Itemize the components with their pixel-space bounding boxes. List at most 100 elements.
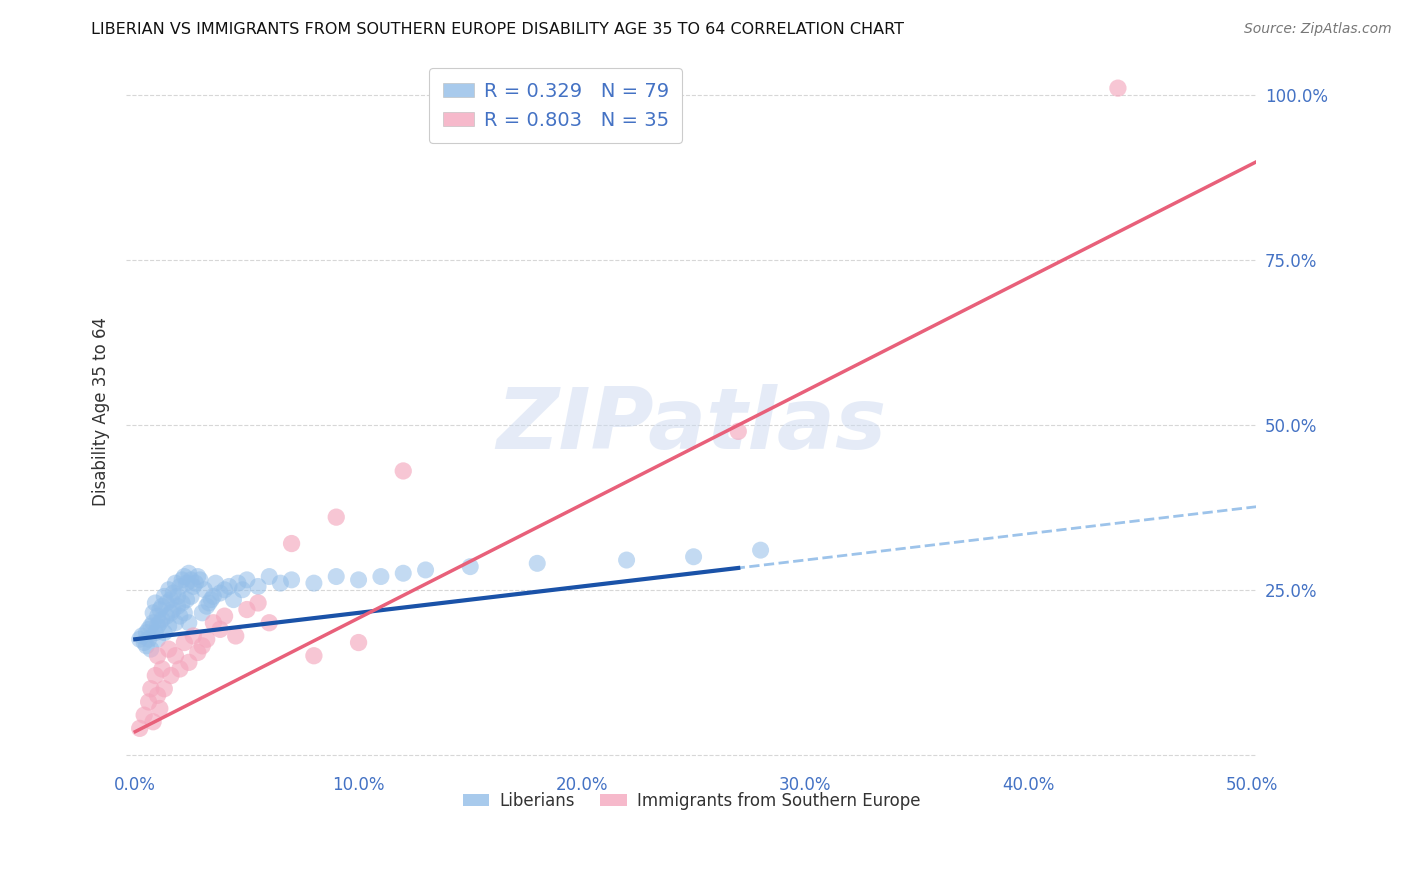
Point (749, 543, 772, 558)
Point (162, 586, 184, 600)
Point (155, 609, 177, 624)
Point (257, 615, 280, 630)
Point (169, 579, 191, 593)
Point (209, 586, 232, 600)
Point (214, 609, 236, 624)
Point (218, 579, 240, 593)
Point (193, 582, 215, 597)
Text: LIBERIAN VS IMMIGRANTS FROM SOUTHERN EUROPE DISABILITY AGE 35 TO 64 CORRELATION : LIBERIAN VS IMMIGRANTS FROM SOUTHERN EUR… (91, 22, 904, 37)
Point (128, 632, 150, 647)
Point (347, 635, 370, 649)
Point (172, 596, 194, 610)
Point (1107, 81, 1129, 95)
Point (195, 632, 218, 647)
Point (146, 609, 169, 624)
Point (153, 681, 176, 696)
Point (143, 668, 166, 682)
Point (202, 590, 225, 604)
Point (157, 582, 180, 597)
Point (149, 615, 172, 630)
Point (150, 662, 173, 676)
Point (146, 632, 169, 647)
Point (135, 639, 157, 653)
Point (180, 590, 202, 604)
Point (150, 612, 173, 626)
Point (134, 708, 156, 723)
Point (143, 625, 166, 640)
Point (526, 557, 548, 571)
Point (195, 599, 218, 614)
Point (247, 596, 270, 610)
Point (142, 714, 165, 729)
Point (157, 642, 180, 657)
Y-axis label: Disability Age 35 to 64: Disability Age 35 to 64 (93, 317, 110, 506)
Point (236, 573, 259, 587)
Point (165, 648, 187, 663)
Point (415, 563, 437, 577)
Point (225, 629, 247, 643)
Point (146, 648, 169, 663)
Point (181, 629, 204, 643)
Text: Source: ZipAtlas.com: Source: ZipAtlas.com (1244, 22, 1392, 37)
Point (392, 464, 415, 478)
Point (200, 592, 222, 607)
Point (149, 701, 172, 715)
Point (135, 625, 157, 640)
Point (176, 592, 198, 607)
Point (139, 681, 162, 696)
Point (257, 569, 280, 583)
Point (142, 606, 165, 620)
Point (181, 579, 204, 593)
Point (231, 582, 253, 597)
Point (149, 602, 172, 616)
Point (142, 615, 165, 630)
Point (146, 689, 169, 703)
Point (173, 635, 195, 649)
Point (139, 619, 162, 633)
Point (177, 615, 200, 630)
Point (177, 566, 200, 581)
Point (184, 576, 207, 591)
Point (222, 592, 245, 607)
Point (166, 599, 188, 614)
Text: ZIPatlas: ZIPatlas (496, 384, 886, 467)
Point (187, 645, 209, 659)
Point (169, 662, 191, 676)
Point (138, 623, 160, 637)
Point (616, 553, 638, 567)
Point (214, 582, 236, 597)
Point (188, 573, 211, 587)
Point (176, 576, 198, 591)
Point (302, 648, 325, 663)
Point (236, 602, 259, 616)
Point (143, 596, 166, 610)
Point (146, 619, 169, 633)
Point (128, 722, 150, 736)
Point (134, 635, 156, 649)
Point (392, 566, 415, 581)
Point (169, 609, 191, 624)
Point (347, 573, 370, 587)
Point (160, 606, 183, 620)
Point (209, 623, 232, 637)
Point (191, 606, 214, 620)
Point (727, 425, 749, 439)
Point (165, 615, 187, 630)
Point (138, 695, 160, 709)
Point (204, 576, 226, 591)
Point (180, 573, 202, 587)
Legend: Liberians, Immigrants from Southern Europe: Liberians, Immigrants from Southern Euro… (456, 785, 927, 817)
Point (153, 625, 176, 640)
Point (131, 629, 153, 643)
Point (247, 579, 270, 593)
Point (153, 590, 176, 604)
Point (280, 536, 302, 550)
Point (155, 596, 177, 610)
Point (165, 576, 187, 591)
Point (325, 569, 347, 583)
Point (177, 656, 200, 670)
Point (172, 573, 194, 587)
Point (162, 602, 184, 616)
Point (150, 599, 173, 614)
Point (269, 576, 291, 591)
